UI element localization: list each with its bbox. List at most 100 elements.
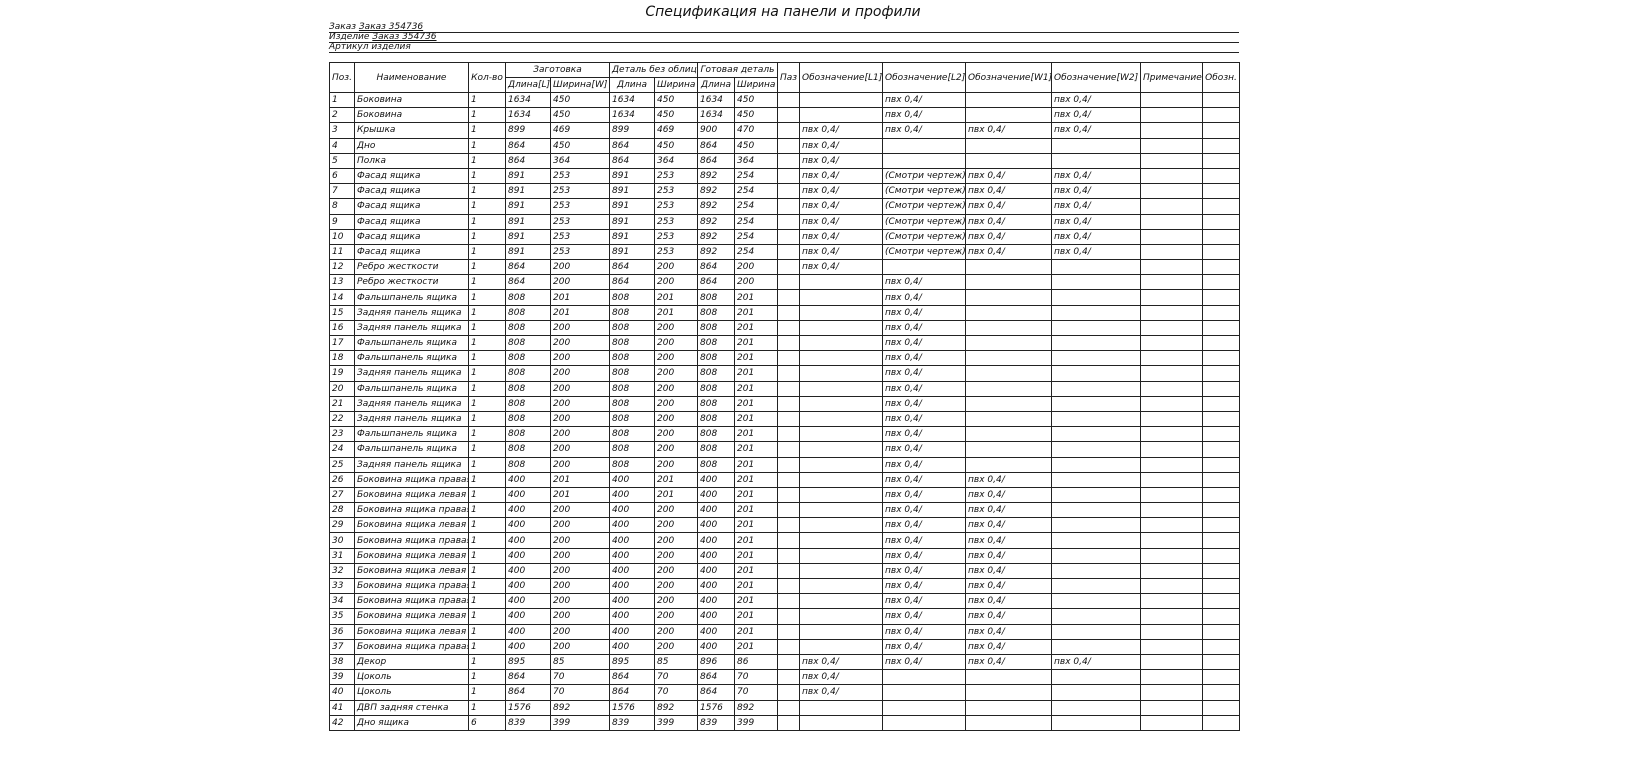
table-cell: 808 [609, 410, 655, 428]
table-cell: 864 [609, 152, 655, 169]
table-cell [1202, 669, 1241, 686]
table-cell: 200 [550, 547, 610, 564]
table-cell: 808 [609, 426, 655, 443]
table-cell: 400 [609, 608, 655, 625]
table-cell [799, 334, 884, 352]
table-cell: 6 [468, 714, 506, 731]
table-cell: 253 [654, 243, 698, 261]
table-cell: Полка [354, 152, 469, 169]
table-cell [1051, 289, 1142, 306]
table-cell [1202, 410, 1241, 428]
table-cell [1202, 91, 1241, 109]
table-cell: 201 [733, 319, 779, 337]
table-cell: 808 [697, 289, 735, 306]
table-row: 41 ДВП задняя стенка 1 1576 892 1576 892 1576 89… [329, 699, 1241, 716]
table-cell [1140, 714, 1204, 731]
table-cell [1051, 365, 1142, 382]
table-cell: 1 [468, 623, 506, 640]
table-cell [1140, 471, 1204, 488]
table-cell: пвх 0,4/ [882, 577, 967, 595]
table-cell: 36 [329, 623, 355, 640]
table-cell: 18 [329, 350, 355, 367]
table-cell [1202, 365, 1241, 382]
table-cell: 400 [505, 547, 551, 564]
table-cell: 253 [550, 167, 610, 185]
table-cell: 70 [550, 669, 610, 686]
table-cell [1140, 547, 1204, 564]
table-cell: 400 [609, 547, 655, 564]
table-row: 25 Задняя панель ящика 1 808 200 808 200 808 201… [329, 456, 1241, 473]
table-cell: пвх 0,4/ [882, 380, 967, 397]
table-cell [965, 669, 1053, 686]
table-cell [965, 91, 1053, 109]
table-cell [799, 395, 884, 412]
table-cell [777, 395, 801, 412]
table-cell [1202, 122, 1241, 139]
table-cell: 808 [505, 319, 551, 337]
table-cell: 1 [329, 91, 355, 109]
table-cell: Задняя панель ящика [354, 456, 469, 473]
table-cell: пвх 0,4/ [882, 365, 967, 382]
table-cell: 899 [505, 122, 551, 139]
table-cell: Ребро жесткости [354, 259, 469, 276]
table-cell: 200 [550, 365, 610, 382]
table-cell: 1 [468, 669, 506, 686]
table-cell [799, 517, 884, 534]
table-cell: пвх 0,4/ [1051, 243, 1142, 261]
table-cell: 808 [609, 289, 655, 306]
table-cell: 200 [550, 319, 610, 337]
table-cell [965, 684, 1053, 701]
table-cell: 864 [609, 669, 655, 686]
table-cell: 1 [468, 122, 506, 139]
table-cell: пвх 0,4/ [882, 319, 967, 337]
table-cell [1140, 228, 1204, 245]
table-cell: 200 [654, 456, 698, 473]
table-row: 14 Фальшпанель ящика 1 808 201 808 201 808 201 пв… [329, 289, 1241, 306]
table-cell [1140, 441, 1204, 458]
table-cell: 200 [654, 547, 698, 564]
table-cell: 1 [468, 91, 506, 109]
table-cell: Фальшпанель ящика [354, 350, 469, 367]
table-cell [777, 122, 801, 139]
table-cell [965, 395, 1053, 412]
table-cell [1140, 638, 1204, 655]
table-cell: Боковина ящика правая [354, 593, 469, 610]
table-cell: пвх 0,4/ [882, 350, 967, 367]
table-cell: 400 [505, 562, 551, 580]
info-value: Заказ 354736 [372, 32, 437, 42]
table-cell: 70 [654, 669, 698, 686]
table-cell: Декор [354, 653, 469, 671]
table-cell: пвх 0,4/ [1051, 167, 1142, 185]
table-cell: 891 [609, 213, 655, 230]
table-cell [1202, 167, 1241, 185]
table-cell [799, 486, 884, 504]
table-cell [777, 304, 801, 321]
table-cell [1051, 638, 1142, 655]
table-cell [1140, 334, 1204, 352]
table-cell [777, 137, 801, 154]
table-cell: пвх 0,4/ [799, 198, 884, 215]
table-cell: 864 [609, 137, 655, 154]
table-cell [1051, 608, 1142, 625]
sub-header: Длина[L] [505, 77, 551, 93]
table-cell: пвх 0,4/ [882, 502, 967, 519]
table-cell [1202, 395, 1241, 412]
table-cell: 28 [329, 502, 355, 519]
table-cell: пвх 0,4/ [882, 486, 967, 504]
table-cell: 400 [609, 623, 655, 640]
table-cell: 1634 [697, 107, 735, 124]
info-line: Артикул изделия [329, 42, 1239, 53]
table-cell [1140, 304, 1204, 321]
table-cell: 200 [654, 259, 698, 276]
table-cell: 200 [654, 623, 698, 640]
table-cell: 200 [550, 426, 610, 443]
sub-header: Ширина[W] [550, 77, 610, 93]
table-cell [799, 714, 884, 731]
table-cell [799, 441, 884, 458]
table-cell [965, 380, 1053, 397]
table-cell: 201 [550, 486, 610, 504]
table-cell: 1634 [697, 91, 735, 109]
table-cell: Фасад ящика [354, 198, 469, 215]
table-cell [1051, 502, 1142, 519]
table-cell [882, 714, 967, 731]
